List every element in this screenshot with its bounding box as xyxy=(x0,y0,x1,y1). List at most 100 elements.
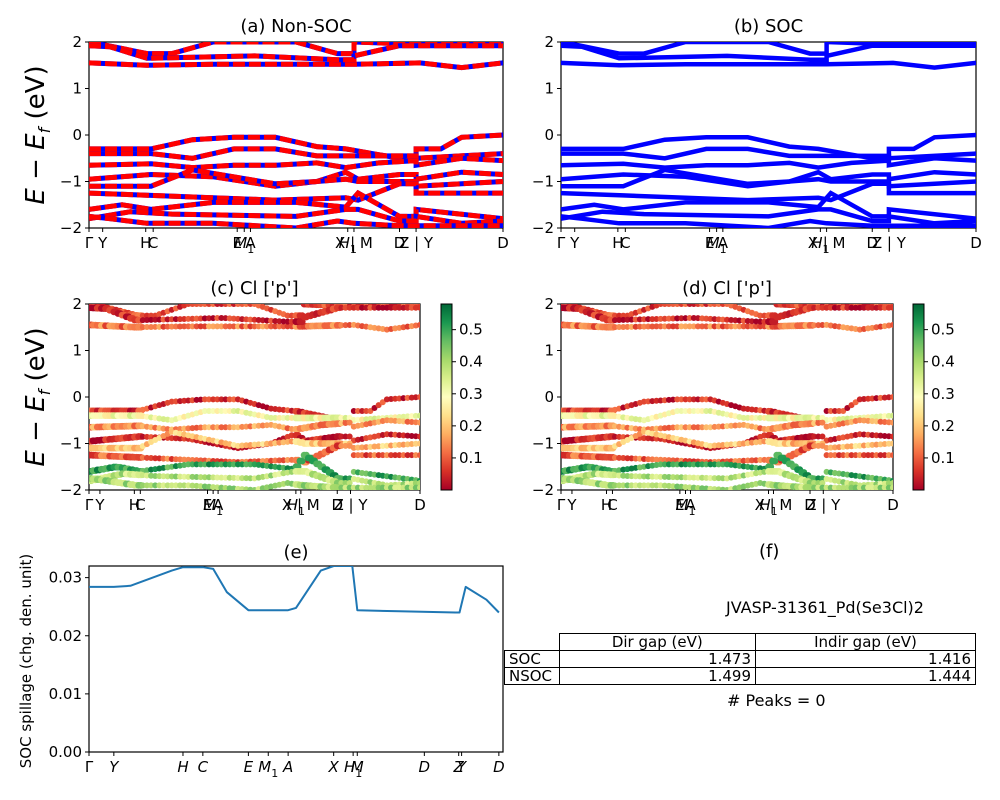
proj-point xyxy=(412,452,419,459)
proj-point xyxy=(251,323,258,330)
y-tick-label: 0.02 xyxy=(49,627,82,645)
proj-point xyxy=(417,321,420,328)
proj-point xyxy=(823,304,830,311)
x-tick-label: D xyxy=(394,234,406,252)
proj-point xyxy=(815,475,822,482)
x-tick-label: D xyxy=(493,758,505,776)
proj-point xyxy=(222,396,229,403)
proj-point xyxy=(686,396,693,403)
x-tick-label: X xyxy=(328,758,340,776)
band-line-red xyxy=(89,42,503,57)
y-tick-label: 1 xyxy=(72,342,82,360)
proj-point xyxy=(230,461,237,468)
proj-point xyxy=(181,482,188,489)
proj-point xyxy=(694,424,701,431)
proj-point xyxy=(346,419,353,426)
proj-point xyxy=(417,484,420,490)
proj-point xyxy=(417,419,420,426)
proj-point xyxy=(210,323,217,330)
proj-point xyxy=(661,461,668,468)
proj-point xyxy=(757,318,764,325)
proj-point xyxy=(284,312,291,319)
colorbar-tick-label: 0.3 xyxy=(931,385,955,403)
indir-gap-value: 1.416 xyxy=(755,650,976,668)
proj-point xyxy=(346,442,353,449)
proj-point xyxy=(724,323,730,330)
proj-point xyxy=(831,304,838,311)
band-line xyxy=(561,132,976,161)
proj-point xyxy=(690,461,697,468)
proj-point xyxy=(392,304,399,311)
proj-point xyxy=(848,304,855,311)
proj-point xyxy=(230,323,237,330)
proj-point xyxy=(890,480,893,487)
x-tick-label: Γ xyxy=(557,234,566,252)
x-tick-label: X | M xyxy=(282,496,320,514)
proj-point xyxy=(624,482,631,489)
proj-point xyxy=(247,461,254,468)
proj-point xyxy=(661,323,668,330)
x-tick-label: D xyxy=(497,234,509,252)
x-tick-label: H xyxy=(129,496,140,514)
y-tick-label: 1 xyxy=(72,80,82,98)
proj-point xyxy=(214,407,221,414)
proj-point xyxy=(628,482,635,489)
proj-point xyxy=(210,407,217,414)
proj-point xyxy=(148,312,155,319)
x-tick-label: D xyxy=(331,496,343,514)
proj-point xyxy=(388,304,395,311)
y-tick-label: 1 xyxy=(544,342,554,360)
proj-point xyxy=(636,323,643,330)
band-line xyxy=(561,190,976,221)
proj-point xyxy=(168,482,175,489)
proj-point xyxy=(210,396,217,403)
proj-point xyxy=(852,304,859,311)
x-tick-label: A xyxy=(245,234,256,252)
proj-point xyxy=(346,480,353,487)
proj-point xyxy=(890,394,893,400)
proj-point xyxy=(371,452,378,459)
y-tick-label: −2 xyxy=(532,219,554,237)
proj-point xyxy=(890,452,893,459)
proj-point xyxy=(811,442,818,449)
proj-point xyxy=(396,452,403,459)
row-label: SOC xyxy=(504,650,560,668)
proj-point xyxy=(189,323,196,330)
proj-point xyxy=(148,482,155,489)
x-tick-label: H xyxy=(612,234,623,252)
y-tick-label: 0 xyxy=(72,388,82,406)
material-label: JVASP-31361_Pd(Se3Cl)2 xyxy=(726,598,924,617)
proj-point xyxy=(214,424,221,431)
proj-point xyxy=(185,323,192,330)
proj-point xyxy=(715,461,722,468)
proj-point xyxy=(711,323,718,330)
proj-point xyxy=(367,304,374,311)
proj-point xyxy=(753,323,760,330)
proj-point xyxy=(234,461,241,468)
proj-point xyxy=(201,396,208,403)
proj-point xyxy=(611,482,618,489)
x-tick-label: C xyxy=(620,234,630,252)
proj-point xyxy=(840,304,847,311)
x-tick-label: H1 xyxy=(287,496,305,518)
proj-point xyxy=(276,414,283,421)
x-tick-label: D xyxy=(970,234,982,252)
proj-point xyxy=(201,323,208,330)
proj-point xyxy=(342,480,349,487)
colorbar-tick-label: 0.5 xyxy=(459,321,483,339)
proj-point xyxy=(740,323,747,330)
proj-point xyxy=(653,323,660,330)
proj-point xyxy=(363,407,370,414)
proj-point xyxy=(715,323,722,330)
band-line-red xyxy=(89,43,503,63)
proj-point xyxy=(827,407,834,414)
proj-point xyxy=(363,452,370,459)
panel-b-title: (b) SOC xyxy=(734,16,803,37)
y-tick-label: 0 xyxy=(72,126,82,144)
gap-table: Dir gap (eV) Indir gap (eV) SOC 1.473 1.… xyxy=(504,633,976,685)
band-line-red xyxy=(89,132,503,161)
panel-e-title: (e) xyxy=(283,542,308,563)
proj-point xyxy=(205,396,212,403)
proj-point xyxy=(890,484,893,490)
proj-point xyxy=(860,304,867,311)
